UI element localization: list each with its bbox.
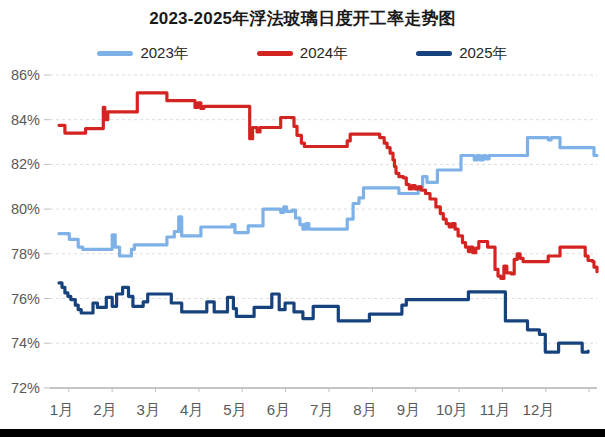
y-tick-label: 80% — [11, 201, 40, 217]
y-tick-label: 84% — [11, 112, 40, 128]
x-tick-label: 11月 — [480, 401, 511, 418]
series-line-2024年 — [59, 93, 597, 279]
y-tick-label: 78% — [11, 246, 40, 262]
y-tick-label: 72% — [11, 380, 40, 396]
y-tick-label: 74% — [11, 335, 40, 351]
x-tick-label: 2月 — [93, 401, 116, 418]
x-tick-label: 9月 — [397, 401, 420, 418]
y-tick-label: 86% — [11, 67, 40, 83]
x-tick-label: 6月 — [267, 401, 290, 418]
y-tick-label: 82% — [11, 156, 40, 172]
x-tick-label: 3月 — [137, 401, 160, 418]
x-tick-label: 4月 — [180, 401, 203, 418]
x-tick-label: 5月 — [223, 401, 246, 418]
x-tick-label: 7月 — [310, 401, 333, 418]
series-line-2023年 — [59, 138, 597, 256]
x-tick-label: 8月 — [353, 401, 376, 418]
chart-svg: 86% 84% 82% 80% 78% 76% 74% 72% 1月 2月 3月 4月 5月 6月 7月 8月… — [0, 0, 605, 437]
x-tick-label: 1月 — [50, 401, 73, 418]
bottom-divider-bar — [0, 429, 605, 437]
y-tick-label: 76% — [11, 291, 40, 307]
x-tick-label: 10月 — [436, 401, 468, 418]
series-line-2025年 — [59, 283, 588, 352]
chart-panel: 2023-2025年浮法玻璃日度开工率走势图 2023年 2024年 2025年… — [0, 0, 605, 437]
x-axis: 1月 2月 3月 4月 5月 6月 7月 8月 9月 10月 11月 12月 — [50, 388, 597, 418]
x-tick-label: 12月 — [523, 401, 555, 418]
y-axis: 86% 84% 82% 80% 78% 76% 74% 72% — [11, 67, 50, 396]
